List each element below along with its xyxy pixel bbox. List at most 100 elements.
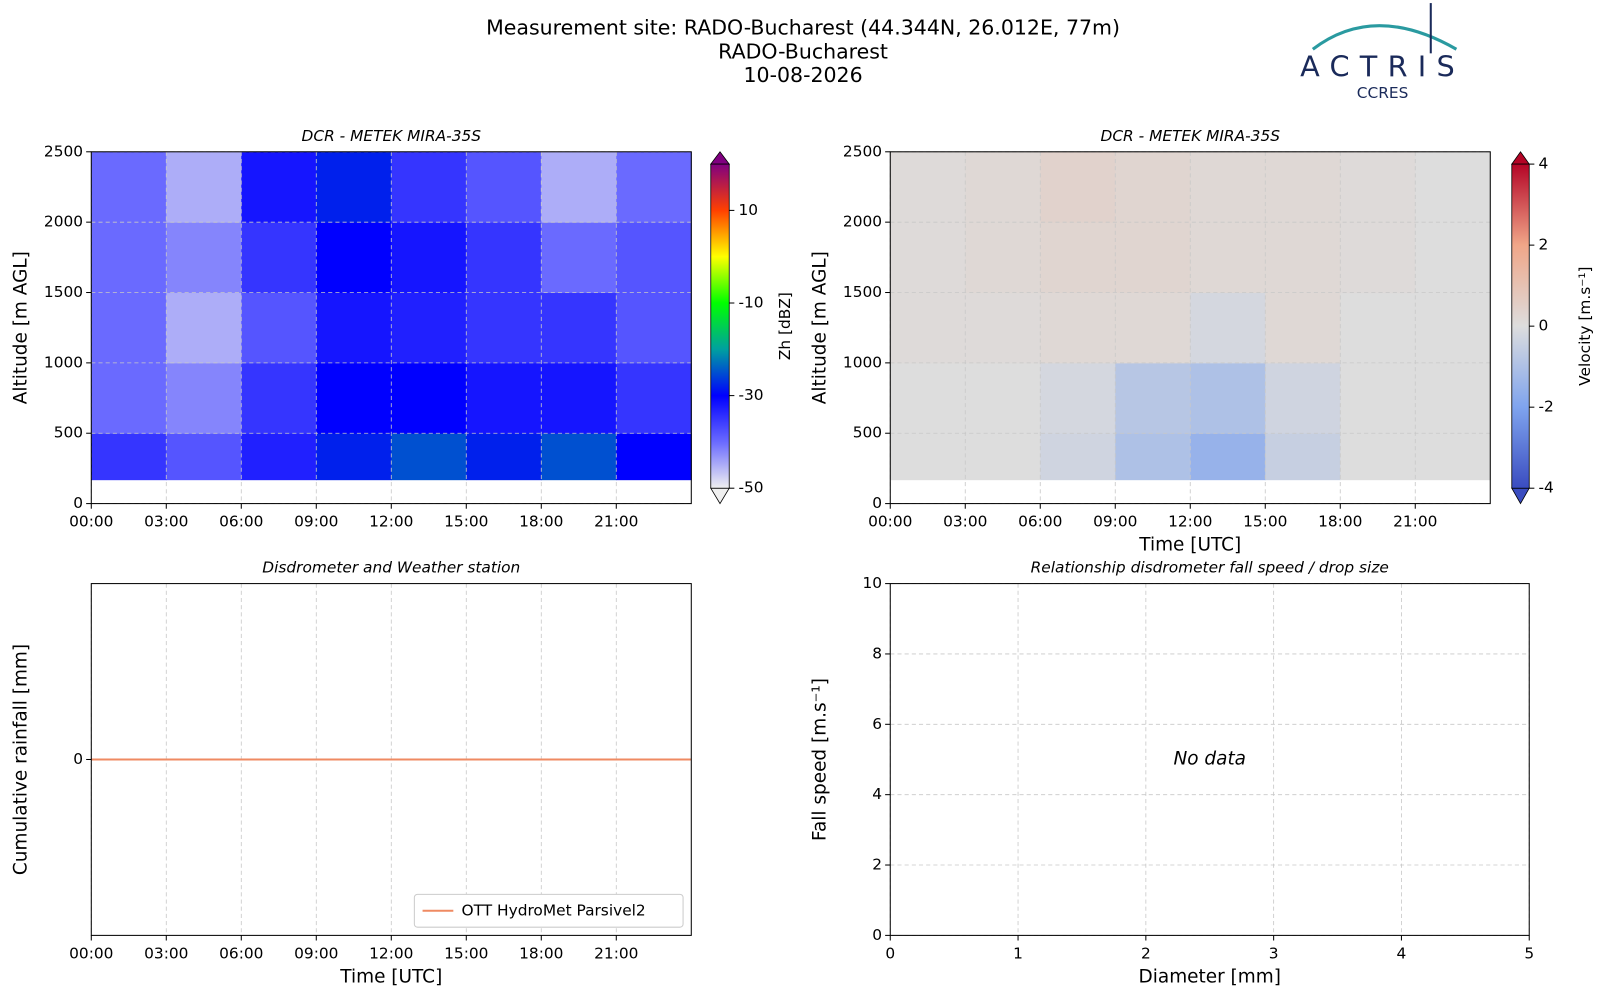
x-tick-label: 00:00 (69, 513, 113, 531)
colorbar-extend (1511, 151, 1531, 165)
heat-cell (1265, 362, 1341, 434)
heat-cell (890, 151, 966, 223)
y-tick-label: 0 (73, 750, 83, 768)
colorbar-tick-label: -2 (1538, 398, 1553, 416)
x-tick-label: 21:00 (594, 513, 638, 531)
heat-cell (91, 222, 167, 294)
x-tick-label: 18:00 (1318, 513, 1362, 531)
x-tick-label: 1 (1013, 944, 1023, 962)
x-tick-label: 15:00 (1243, 513, 1287, 531)
colorbar-label: Zh [dBZ] (776, 292, 794, 360)
colorbar-label: Velocity [m.s⁻¹] (1576, 266, 1594, 385)
heat-cell (241, 222, 317, 294)
x-tick-label: 21:00 (594, 944, 638, 962)
x-tick-label: 21:00 (1393, 513, 1437, 531)
colorbar-tick-label: 10 (738, 201, 758, 219)
y-axis-label: Altitude [m AGL] (810, 251, 831, 404)
heat-cell (241, 433, 317, 481)
heat-cell (1190, 433, 1266, 481)
heat-cell (1115, 222, 1191, 294)
heat-cell (391, 151, 467, 223)
heat-cell (91, 151, 167, 223)
heat-cell (1115, 362, 1191, 434)
colorbar-tick-label: -50 (738, 479, 763, 497)
x-tick-label: 18:00 (519, 944, 563, 962)
logo-name: ACTRIS (1300, 50, 1465, 84)
colorbar-extend (1511, 487, 1530, 505)
heat-cell (1115, 292, 1191, 364)
x-tick-label: 03:00 (144, 944, 188, 962)
heat-cell (316, 433, 392, 481)
x-tick-label: 18:00 (519, 513, 563, 531)
panel-title: Disdrometer and Weather station (262, 559, 520, 577)
heat-cell (541, 433, 617, 481)
y-tick-label: 0 (872, 494, 882, 512)
heat-cell (616, 292, 692, 364)
y-tick-label: 2 (872, 856, 882, 874)
y-tick-label: 500 (853, 424, 882, 442)
heat-cell (316, 151, 392, 223)
colorbar-tick-label: 2 (1538, 236, 1548, 254)
x-axis-label: Time [UTC] (1138, 535, 1241, 556)
logo-arc (1311, 24, 1458, 51)
heat-cell (1040, 362, 1116, 434)
legend-label: OTT HydroMet Parsivel2 (462, 901, 646, 919)
heat-cell (91, 292, 167, 364)
heat-cell (466, 292, 542, 364)
x-tick-label: 06:00 (219, 944, 263, 962)
heat-cell (965, 433, 1041, 481)
heat-cell (1040, 222, 1116, 294)
panel-title: DCR - METEK MIRA-35S (302, 127, 482, 145)
suptitle: 10-08-2026 (744, 63, 863, 87)
heat-cell (1340, 362, 1416, 434)
heat-cell (166, 362, 242, 434)
y-tick-label: 1000 (843, 353, 882, 371)
x-tick-label: 12:00 (369, 513, 413, 531)
heat-cell (466, 433, 542, 481)
colorbar-tick-label: 0 (1538, 317, 1548, 335)
y-tick-label: 4 (872, 785, 882, 803)
plot-frame (90, 583, 692, 936)
x-tick-label: 09:00 (1093, 513, 1137, 531)
heat-cell (1415, 362, 1491, 434)
x-tick-label: 06:00 (219, 513, 263, 531)
heat-cell (890, 433, 966, 481)
heat-cell (965, 151, 1041, 223)
heat-cell (1415, 222, 1491, 294)
heat-cell (541, 222, 617, 294)
heat-cell (166, 151, 242, 223)
heat-cell (541, 292, 617, 364)
y-tick-label: 2500 (44, 142, 83, 160)
heat-cell (391, 292, 467, 364)
heat-cell (166, 433, 242, 481)
y-tick-label: 2000 (44, 213, 83, 231)
heat-cell (1265, 222, 1341, 294)
heat-cell (1340, 292, 1416, 364)
logo-sub: CCRES (1357, 84, 1409, 102)
y-tick-label: 2000 (843, 213, 882, 231)
colorbar-tick-label: 4 (1538, 155, 1548, 173)
x-tick-label: 12:00 (1168, 513, 1212, 531)
colorbar-extend (710, 487, 730, 505)
y-tick-label: 2500 (843, 142, 882, 160)
y-axis-label: Cumulative rainfall [mm] (11, 644, 32, 875)
heat-cell (541, 151, 617, 223)
heat-cell (616, 362, 692, 434)
heat-cell (1190, 362, 1266, 434)
annotation: No data (1173, 748, 1246, 769)
y-axis-label: Altitude [m AGL] (11, 251, 32, 404)
colorbar (710, 163, 730, 489)
x-tick-label: 00:00 (69, 944, 113, 962)
heat-cell (965, 222, 1041, 294)
y-tick-label: 1500 (44, 283, 83, 301)
heat-cell (1040, 433, 1116, 481)
heat-cell (166, 222, 242, 294)
heat-cell (91, 433, 167, 481)
y-tick-label: 0 (73, 494, 83, 512)
heat-cell (391, 362, 467, 434)
heat-cell (91, 362, 167, 434)
y-tick-label: 8 (872, 644, 882, 662)
heat-cell (1190, 222, 1266, 294)
x-tick-label: 12:00 (369, 944, 413, 962)
